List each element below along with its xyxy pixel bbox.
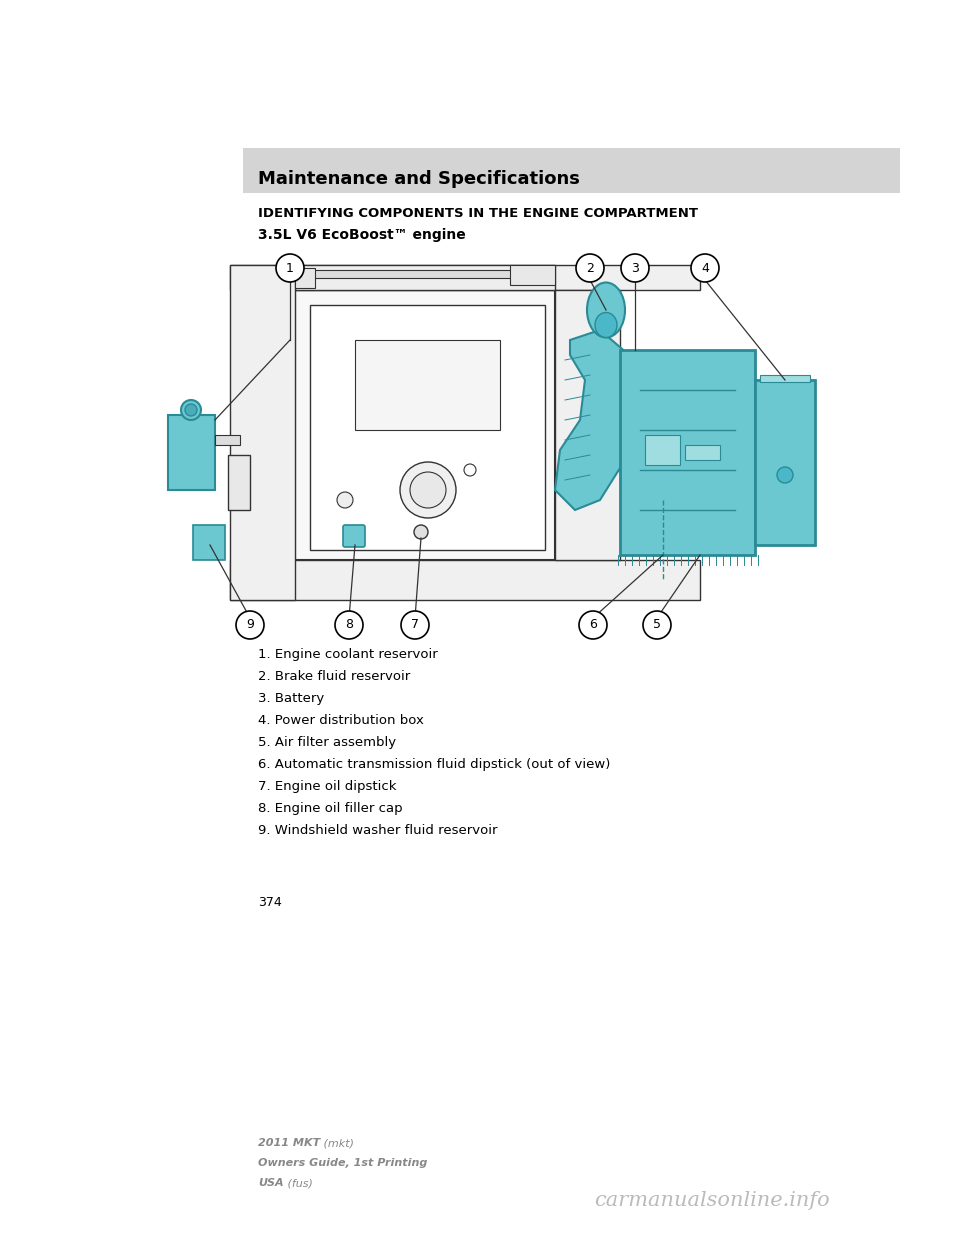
Circle shape [401, 611, 429, 638]
Circle shape [337, 492, 353, 508]
Text: 7. Engine oil dipstick: 7. Engine oil dipstick [258, 780, 396, 792]
Text: 6: 6 [589, 619, 597, 631]
Polygon shape [310, 270, 540, 278]
Polygon shape [230, 560, 700, 600]
Polygon shape [685, 445, 720, 460]
FancyBboxPatch shape [243, 148, 900, 193]
Circle shape [576, 255, 604, 282]
Text: 2: 2 [586, 262, 594, 274]
FancyBboxPatch shape [343, 525, 365, 546]
Circle shape [276, 255, 304, 282]
Polygon shape [510, 265, 555, 284]
Text: 1. Engine coolant reservoir: 1. Engine coolant reservoir [258, 648, 438, 661]
Text: (mkt): (mkt) [320, 1138, 354, 1148]
Circle shape [464, 465, 476, 476]
Polygon shape [230, 265, 700, 289]
Text: 2. Brake fluid reservoir: 2. Brake fluid reservoir [258, 669, 410, 683]
Polygon shape [230, 265, 295, 600]
Text: 3. Battery: 3. Battery [258, 692, 324, 705]
Text: Maintenance and Specifications: Maintenance and Specifications [258, 170, 580, 188]
Polygon shape [295, 268, 315, 288]
Polygon shape [645, 435, 680, 465]
Text: IDENTIFYING COMPONENTS IN THE ENGINE COMPARTMENT: IDENTIFYING COMPONENTS IN THE ENGINE COM… [258, 207, 698, 220]
Circle shape [181, 400, 201, 420]
Text: 374: 374 [258, 895, 281, 909]
Polygon shape [760, 375, 810, 383]
Polygon shape [295, 289, 555, 560]
Text: 9: 9 [246, 619, 254, 631]
Text: 3: 3 [631, 262, 639, 274]
Text: 7: 7 [411, 619, 419, 631]
Polygon shape [168, 415, 215, 491]
Circle shape [643, 611, 671, 638]
Circle shape [185, 404, 197, 416]
Circle shape [410, 472, 446, 508]
Text: USA: USA [258, 1177, 283, 1189]
Polygon shape [555, 330, 645, 510]
Circle shape [621, 255, 649, 282]
Polygon shape [215, 435, 240, 445]
Text: 4. Power distribution box: 4. Power distribution box [258, 714, 424, 727]
Polygon shape [620, 350, 755, 555]
Polygon shape [310, 306, 545, 550]
Circle shape [236, 611, 264, 638]
Ellipse shape [587, 282, 625, 338]
Text: 8. Engine oil filler cap: 8. Engine oil filler cap [258, 802, 402, 815]
Text: 1: 1 [286, 262, 294, 274]
Circle shape [777, 467, 793, 483]
Text: 4: 4 [701, 262, 708, 274]
Text: 9. Windshield washer fluid reservoir: 9. Windshield washer fluid reservoir [258, 823, 497, 837]
Text: 3.5L V6 EcoBoost™ engine: 3.5L V6 EcoBoost™ engine [258, 229, 466, 242]
Polygon shape [228, 455, 250, 510]
Polygon shape [295, 265, 555, 289]
Text: 5. Air filter assembly: 5. Air filter assembly [258, 737, 396, 749]
Text: 2011 MKT: 2011 MKT [258, 1138, 321, 1148]
Text: 5: 5 [653, 619, 661, 631]
Polygon shape [755, 380, 815, 545]
Polygon shape [355, 340, 500, 430]
Circle shape [579, 611, 607, 638]
Circle shape [414, 525, 428, 539]
Text: carmanualsonline.info: carmanualsonline.info [594, 1191, 830, 1210]
Text: (fus): (fus) [284, 1177, 313, 1189]
Circle shape [335, 611, 363, 638]
Text: 6. Automatic transmission fluid dipstick (out of view): 6. Automatic transmission fluid dipstick… [258, 758, 611, 771]
Circle shape [691, 255, 719, 282]
Text: 8: 8 [345, 619, 353, 631]
Ellipse shape [595, 313, 617, 338]
Polygon shape [555, 289, 620, 560]
Text: Owners Guide, 1st Printing: Owners Guide, 1st Printing [258, 1158, 427, 1167]
Circle shape [400, 462, 456, 518]
Polygon shape [193, 525, 225, 560]
